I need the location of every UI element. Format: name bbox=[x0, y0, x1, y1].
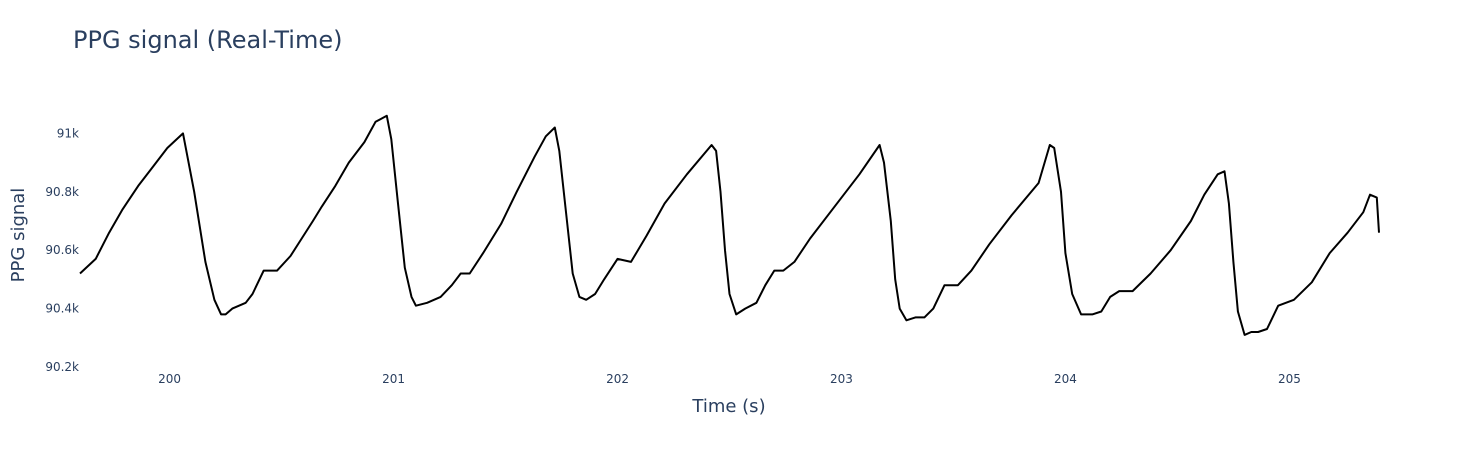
y-axis-ticks: 90.2k 90.4k 90.6k 90.8k 91k bbox=[45, 126, 79, 374]
x-tick-label: 202 bbox=[606, 372, 629, 386]
series-layer bbox=[79, 114, 1380, 336]
x-axis-title: Time (s) bbox=[691, 396, 765, 417]
y-tick-label: 91k bbox=[57, 126, 79, 140]
x-tick-label: 201 bbox=[382, 372, 405, 386]
y-tick-label: 90.4k bbox=[45, 302, 79, 316]
y-axis-title: PPG signal bbox=[8, 188, 29, 283]
chart-title: PPG signal (Real-Time) bbox=[73, 26, 343, 54]
y-tick-label: 90.2k bbox=[45, 360, 79, 374]
ppg-signal-line bbox=[79, 114, 1380, 336]
x-tick-label: 200 bbox=[158, 372, 181, 386]
x-axis-ticks: 200 201 202 203 204 205 bbox=[158, 372, 1301, 386]
x-tick-label: 203 bbox=[830, 372, 853, 386]
y-tick-label: 90.6k bbox=[45, 243, 79, 257]
x-tick-label: 204 bbox=[1054, 372, 1077, 386]
x-tick-label: 205 bbox=[1278, 372, 1301, 386]
y-tick-label: 90.8k bbox=[45, 185, 79, 199]
